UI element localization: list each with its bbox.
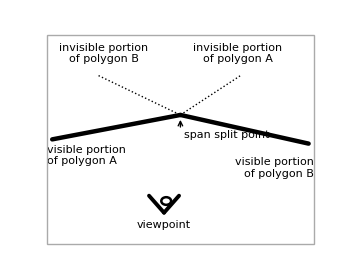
Text: invisible portion
of polygon B: invisible portion of polygon B [59,43,149,64]
Text: invisible portion
of polygon A: invisible portion of polygon A [193,43,282,64]
Text: visible portion
of polygon B: visible portion of polygon B [235,157,314,179]
Text: visible portion
of polygon A: visible portion of polygon A [47,145,126,166]
Text: span split point: span split point [184,130,270,140]
Circle shape [161,197,171,205]
Text: viewpoint: viewpoint [137,220,191,230]
